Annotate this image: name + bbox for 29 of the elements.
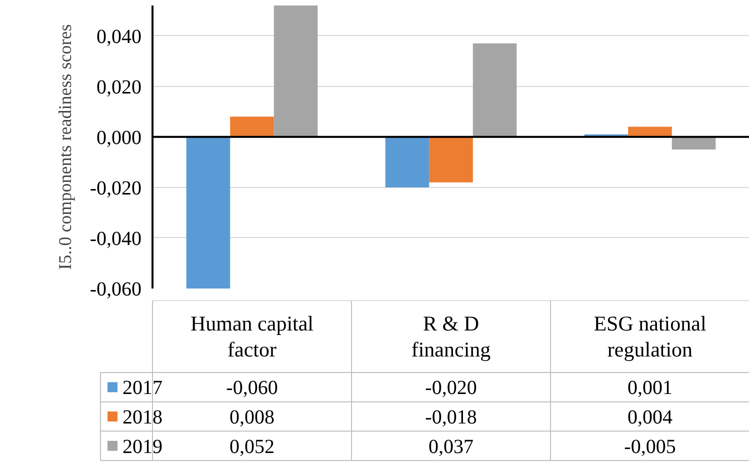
y-tick-label: 0,040 bbox=[96, 26, 142, 48]
bar bbox=[230, 116, 274, 137]
x-tick-label: R & D financing bbox=[411, 311, 492, 362]
data-label: -0,018 bbox=[425, 406, 477, 428]
bar bbox=[385, 136, 430, 188]
data-label: -0,005 bbox=[624, 436, 676, 458]
bar bbox=[429, 136, 473, 182]
bar bbox=[472, 43, 517, 137]
legend-label: 2017 bbox=[122, 377, 162, 400]
legend-label: 2018 bbox=[122, 406, 162, 428]
data-label: 0,008 bbox=[230, 406, 274, 428]
x-tick-label: Human capital factor bbox=[190, 311, 314, 362]
data-label: 0,001 bbox=[628, 377, 672, 400]
y-axis-title: I5..0 components readiness scores bbox=[54, 24, 75, 270]
y-tick-label: 0,000 bbox=[96, 126, 142, 149]
bar bbox=[186, 136, 230, 288]
bar bbox=[672, 136, 716, 150]
legend-label: 2019 bbox=[122, 436, 162, 458]
data-label: 0,037 bbox=[428, 436, 474, 458]
data-label: -0,020 bbox=[425, 377, 477, 400]
data-label: 0,004 bbox=[628, 406, 672, 428]
x-tick-label: ESG national regulation bbox=[594, 311, 706, 362]
data-label: -0,060 bbox=[226, 377, 278, 400]
y-tick-label: -0,060 bbox=[90, 278, 142, 300]
y-tick-label: -0,020 bbox=[90, 177, 142, 200]
y-tick-label: -0,040 bbox=[90, 228, 142, 250]
data-label: 0,052 bbox=[230, 436, 274, 458]
bar bbox=[274, 6, 318, 137]
y-tick-label: 0,020 bbox=[96, 76, 142, 98]
